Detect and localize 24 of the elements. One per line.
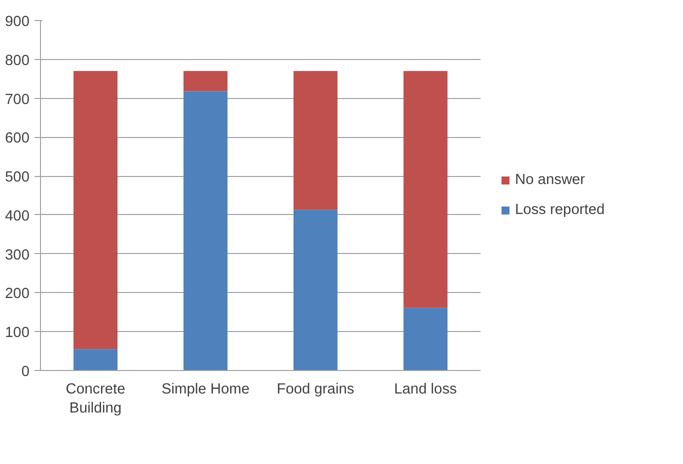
x-tick-label: Simple Home [162, 382, 250, 398]
y-tick-label: 300 [5, 247, 30, 264]
y-tick-label: 800 [5, 52, 30, 69]
y-tick-label: 400 [5, 208, 30, 224]
y-tick-label: 900 [5, 14, 30, 30]
bar [294, 210, 338, 370]
bar [74, 71, 118, 350]
y-tick-label: 600 [5, 130, 30, 147]
y-tick-label: 0 [21, 364, 30, 380]
legend-label: Loss reported [515, 202, 605, 218]
bar [74, 349, 118, 370]
bar [184, 71, 228, 92]
x-tick-label: Concrete Building [66, 382, 126, 417]
y-tick-label: 100 [5, 325, 30, 342]
bar [404, 71, 448, 308]
x-tick-label: Food grains [276, 382, 354, 398]
y-tick-label: 200 [5, 286, 30, 302]
y-tick-label: 500 [5, 170, 30, 186]
y-tick-label: 700 [5, 92, 30, 108]
bar [404, 308, 448, 370]
bar [184, 91, 228, 370]
x-tick-label: Land loss [394, 382, 457, 398]
bar [294, 71, 338, 210]
legend-label: No answer [515, 172, 586, 188]
